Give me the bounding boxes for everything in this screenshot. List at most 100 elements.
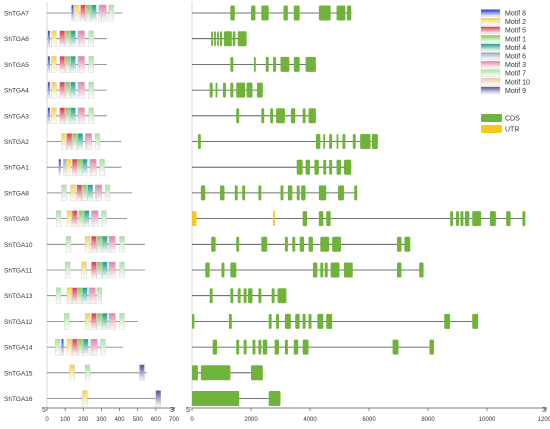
cds-exon (228, 313, 232, 329)
motif-1-box (64, 107, 71, 124)
motif-8-box (71, 4, 74, 22)
cds-exon (287, 185, 293, 201)
gene-name-label: ShTGA3 (4, 113, 29, 120)
cds-exon (209, 82, 213, 98)
cds-exon (192, 313, 195, 329)
motif-9-box (139, 364, 145, 381)
motif-7-box (65, 236, 72, 253)
motif-3-box (86, 133, 92, 150)
cds-exon (246, 82, 253, 98)
motif-2-box (70, 184, 76, 202)
motif-5-box (80, 4, 86, 22)
cds-exon (230, 82, 234, 98)
motif-1-box (64, 56, 71, 73)
gene-row: ShTGA4 (4, 81, 263, 99)
motif-3-box (92, 338, 98, 356)
cds-exon (338, 185, 344, 201)
cds-exon (324, 262, 328, 278)
protein-axis-5prime: 5' (42, 407, 47, 414)
gene-name-label: ShTGA15 (4, 370, 33, 377)
motif-8-box (47, 81, 51, 99)
gene-tick-label: 4000 (303, 417, 317, 423)
cds-exon (342, 134, 346, 149)
motif-5-box (72, 338, 78, 356)
cds-exon (329, 159, 333, 175)
motif-9-box (155, 390, 161, 407)
motif-5-box (66, 133, 73, 150)
motif-2-box (65, 159, 72, 176)
utr-region (192, 211, 197, 227)
legend-swatch-motif (480, 26, 501, 34)
cds-exon (315, 134, 321, 149)
cds-exon (290, 108, 296, 124)
cds-exon (456, 211, 459, 227)
cds-exon (230, 288, 234, 304)
legend-swatch-utr (481, 125, 502, 133)
motif-3-box (101, 4, 107, 22)
legend-swatch-motif (480, 43, 501, 52)
cds-exon (318, 5, 331, 21)
cds-exon (312, 262, 318, 278)
motif-4-box (82, 159, 88, 176)
cds-exon (346, 5, 352, 21)
cds-exon (265, 56, 269, 72)
cds-exon (314, 159, 319, 175)
legend-swatch-motif (480, 17, 501, 26)
motif-5-box (91, 236, 97, 253)
motif-7-box (55, 287, 62, 304)
cds-exon (323, 159, 327, 175)
motif-1-box (72, 133, 78, 150)
motif-3-box (110, 261, 116, 279)
gene-name-label: ShTGA10 (4, 242, 33, 249)
cds-exon (236, 82, 246, 98)
cds-exon (329, 134, 333, 149)
motif-5-box (59, 56, 65, 73)
cds-exon (292, 236, 296, 252)
motif-3-box (91, 159, 97, 176)
gene-tick-label: 2000 (244, 417, 258, 423)
cds-exon (332, 236, 341, 252)
motif-2-box (51, 30, 57, 47)
motif-2-box (84, 313, 91, 330)
cds-exon (268, 391, 281, 406)
motif-2-box (66, 287, 73, 304)
motif-4-box (84, 210, 90, 227)
protein-tick-label: 400 (115, 417, 126, 423)
cds-exon (261, 236, 268, 252)
motif-7-box (88, 30, 94, 47)
legend-label-motif: Motif 2 (505, 19, 526, 26)
cds-exon (252, 339, 256, 355)
cds-exon (308, 236, 313, 252)
motif-panel: 5' 3' 0 100 200 300 400 500 600 700 (42, 2, 180, 423)
cds-exon (251, 5, 256, 21)
legend-label-motif: Motif 3 (505, 62, 526, 69)
motif-2-box (69, 364, 75, 381)
cds-exon (251, 365, 263, 381)
cds-exon (354, 185, 358, 201)
motif-7-box (119, 313, 125, 330)
motif-3-box (90, 287, 96, 304)
gene-name-label: ShTGA16 (4, 396, 33, 403)
cds-exon (320, 236, 330, 252)
cds-exon (522, 211, 526, 227)
cds-exon (444, 313, 451, 329)
motif-5-box (59, 81, 65, 99)
gene-tick-label: 6000 (362, 417, 376, 423)
cds-exon (237, 31, 247, 47)
cds-exon (223, 31, 232, 47)
protein-tick-label: 200 (78, 417, 89, 423)
motif-7-box (88, 56, 94, 73)
gene-tick-label: 12000 (538, 417, 550, 423)
motif-5-box (76, 184, 82, 202)
motif-7-box (99, 159, 105, 176)
cds-exon (253, 56, 256, 72)
cds-exon (211, 31, 213, 47)
structure-legend: CDS UTR (481, 114, 520, 134)
cds-exon (326, 313, 333, 329)
gene-row: ShTGA7 (4, 4, 352, 22)
cds-exon (230, 56, 234, 72)
cds-exon (215, 82, 218, 98)
gene-row: ShTGA5 (4, 56, 316, 73)
protein-axis-3prime: 3' (170, 407, 175, 414)
cds-exon (336, 159, 341, 175)
